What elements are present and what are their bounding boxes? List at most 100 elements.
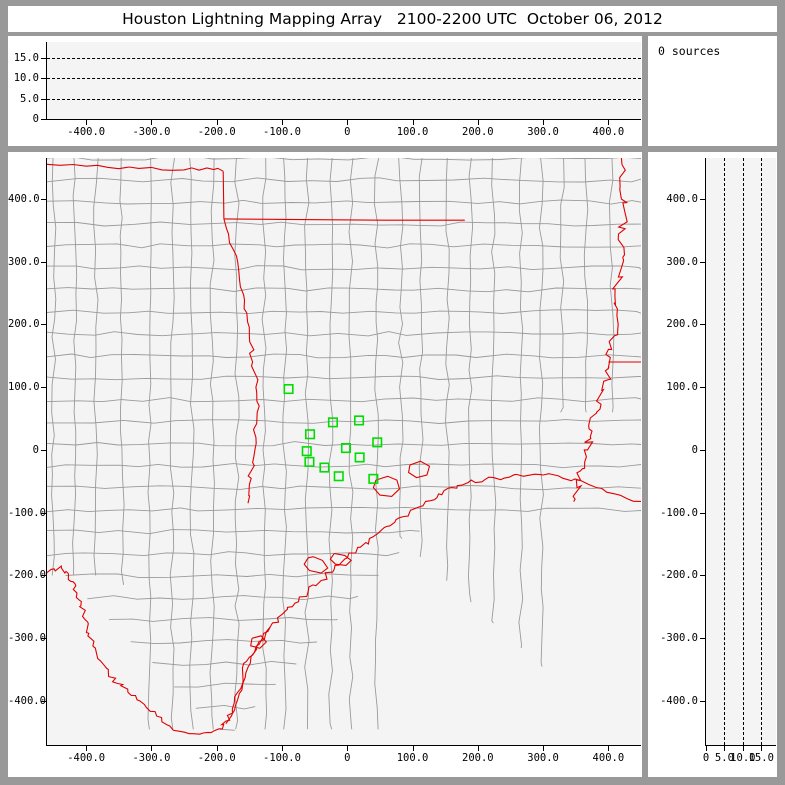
page-title: Houston Lightning Mapping Array 2100-220…	[122, 10, 663, 28]
x-axis-tick	[412, 120, 414, 125]
gridline-vertical	[761, 158, 763, 745]
lma-station-marker	[354, 452, 365, 463]
x-axis-tick	[608, 746, 610, 751]
y-axis-tick-label: 0	[32, 443, 39, 456]
county-boundary	[398, 158, 404, 539]
county-boundary	[47, 265, 641, 271]
x-axis-tick	[216, 120, 218, 125]
county-boundary	[47, 419, 641, 424]
y-axis-tick-label: 100.0	[666, 381, 698, 394]
county-boundary	[108, 617, 338, 622]
y-axis-tick	[700, 512, 705, 514]
y-axis-tick-label: 15.0	[13, 52, 39, 65]
title-bar: Houston Lightning Mapping Array 2100-220…	[8, 6, 777, 32]
x-axis-tick-label: 100.0	[396, 126, 429, 138]
x-axis-tick-label: -100.0	[263, 752, 301, 764]
plan-view-map-plot-area[interactable]	[47, 158, 641, 745]
y-axis-tick	[41, 449, 46, 451]
y-axis-tick-label: 100.0	[8, 381, 40, 394]
y-axis-tick-label: 300.0	[8, 255, 40, 268]
county-boundary	[418, 158, 424, 557]
county-boundary	[328, 158, 334, 730]
y-axis-tick	[700, 638, 705, 640]
county-boundary	[47, 506, 641, 513]
state-border-mississippi-river	[572, 158, 629, 502]
county-boundary	[47, 199, 641, 205]
y-axis-tick	[41, 512, 46, 514]
rio-grande-mouth	[127, 691, 220, 735]
y-axis-tick-label: -400.0	[8, 695, 46, 708]
county-boundary	[209, 158, 215, 730]
county-boundary	[518, 158, 524, 649]
sabine-lake	[407, 460, 431, 479]
y-axis-tick	[41, 198, 46, 200]
altitude-vs-north-south-panel[interactable]: 0 5.0 10.0 15.0 400.0 300.0 200.0 100.0 0 -100.0 -…	[648, 152, 777, 777]
lma-station-marker	[340, 442, 352, 454]
lma-station-marker	[353, 415, 365, 426]
y-axis-tick-label: 400.0	[666, 192, 698, 205]
county-boundary	[538, 158, 544, 667]
state-border-texas-louisiana	[223, 218, 260, 504]
x-axis-tick	[151, 746, 153, 751]
x-axis-tick-label: 10.0	[730, 752, 756, 764]
gulf-coastline	[219, 473, 641, 730]
county-boundary	[467, 158, 474, 603]
x-axis-tick-label: 200.0	[462, 126, 494, 138]
y-axis-tick-label: 10.0	[13, 72, 39, 85]
y-axis-tick	[700, 198, 705, 200]
x-axis-tick-label: 0	[702, 752, 710, 764]
plan-view-map-panel[interactable]: -400.0 -300.0 -200.0 -100.0 0 100.0 200.0 300.0…	[8, 152, 642, 777]
y-axis-tick	[41, 119, 46, 120]
source-count-label: 0 sources	[658, 44, 721, 58]
y-axis-tick	[41, 324, 46, 326]
x-axis-tick-label: 15.0	[748, 752, 774, 764]
y-axis-tick	[700, 449, 705, 451]
y-axis-tick-label: -400.0	[660, 695, 698, 708]
y-axis-tick-label: 300.0	[666, 255, 698, 268]
y-axis-tick-label: 200.0	[8, 318, 40, 331]
y-axis-tick	[700, 387, 705, 389]
y-axis-tick	[700, 701, 705, 703]
county-boundary	[47, 463, 641, 469]
x-axis-tick-label: -400.0	[67, 126, 106, 138]
x-axis-tick-label: -400.0	[67, 752, 106, 764]
county-boundary	[47, 221, 641, 227]
lma-station-marker	[304, 429, 316, 440]
x-axis-tick-label: -300.0	[132, 752, 171, 764]
lma-station-marker	[333, 471, 344, 482]
county-boundary	[559, 158, 565, 413]
x-axis-tick-label: 400.0	[592, 752, 625, 764]
county-boundary	[47, 551, 400, 557]
county-boundary	[490, 158, 497, 624]
gridline-horizontal	[47, 78, 641, 80]
county-boundary	[152, 660, 297, 666]
y-axis-line	[705, 158, 706, 746]
x-axis-tick	[543, 746, 545, 751]
altitude-vs-east-west-panel[interactable]: -400.0 -300.0 -200.0 -100.0 0 100.0 200.0 300.0…	[8, 36, 642, 146]
county-boundary	[147, 158, 152, 730]
x-axis-tick	[281, 120, 283, 125]
county-boundary	[47, 485, 641, 491]
x-axis-tick-label: -200.0	[197, 126, 236, 138]
x-axis-tick	[477, 746, 479, 751]
y-axis-tick-label: -200.0	[8, 569, 46, 582]
x-axis-tick-label: 5.0	[714, 752, 734, 764]
y-axis-tick	[41, 575, 46, 577]
gridline-horizontal	[47, 58, 641, 60]
x-axis-tick-label: -100.0	[263, 126, 301, 138]
y-axis-tick-label: 200.0	[666, 318, 698, 331]
corpus-christi-bay	[250, 635, 268, 649]
x-axis-tick	[724, 746, 726, 751]
county-boundary	[47, 397, 641, 403]
altitude-east-west-plot-area[interactable]	[47, 42, 641, 119]
lma-station-marker	[301, 446, 312, 457]
y-axis-tick	[41, 638, 46, 640]
lma-station-marker	[368, 473, 379, 484]
county-boundary	[87, 595, 359, 601]
altitude-north-south-plot-area[interactable]	[706, 158, 776, 745]
county-boundary	[195, 704, 256, 710]
county-boundary	[72, 158, 78, 576]
county-boundary	[282, 158, 288, 730]
county-boundary	[445, 158, 450, 581]
x-axis-tick	[608, 120, 610, 125]
